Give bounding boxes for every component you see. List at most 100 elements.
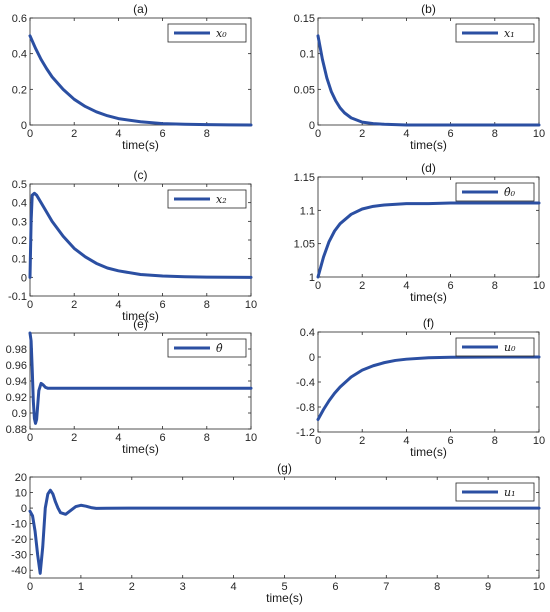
y-tick-label: 1.1 <box>300 205 315 217</box>
x-axis-label: time(s) <box>410 290 447 304</box>
y-tick-label: 0 <box>21 503 27 515</box>
y-tick-label: 1 <box>309 272 315 284</box>
x-axis-label: time(s) <box>410 445 447 459</box>
x-tick-label: 10 <box>245 432 257 444</box>
x-tick-label: 3 <box>180 581 186 593</box>
y-tick-label: 0 <box>309 120 315 132</box>
y-tick-label: -10 <box>11 519 27 531</box>
x-axis-label: time(s) <box>122 309 159 323</box>
x-tick-label: 2 <box>71 432 77 444</box>
y-tick-label: 10 <box>15 488 27 500</box>
x-tick-label: 10 <box>245 299 257 311</box>
x-tick-label: 8 <box>492 128 498 140</box>
y-tick-label: -1.2 <box>296 427 315 439</box>
panel-title: (c) <box>134 168 148 182</box>
x-tick-label: 4 <box>403 128 409 140</box>
axes-frame-a <box>29 17 252 126</box>
x-tick-label: 10 <box>533 581 545 593</box>
y-tick-label: 0.2 <box>12 84 27 96</box>
x-tick-label: 4 <box>115 299 121 311</box>
x-tick-label: 6 <box>448 280 454 292</box>
y-tick-label: 0.4 <box>12 198 27 210</box>
y-tick-label: 0 <box>21 272 27 284</box>
y-tick-label: 0.88 <box>6 424 27 436</box>
y-tick-label: 0.4 <box>12 49 27 61</box>
panel-title: (d) <box>421 161 436 175</box>
panel-d: 0 2 4 6 8 10 1 1.05 1.1 1.15 (d) time(s) θ̂₀ <box>294 161 546 304</box>
y-tick-label: 0.05 <box>294 84 315 96</box>
y-tick-label: 20 <box>15 472 27 484</box>
y-tick-label: -30 <box>11 550 27 562</box>
y-tick-label: 0 <box>21 120 27 132</box>
x-tick-label: 5 <box>281 581 287 593</box>
panel-title: (e) <box>133 317 148 331</box>
axes-frame-d <box>317 176 540 278</box>
x-tick-label: 2 <box>71 299 77 311</box>
series-line-x0 <box>28 34 253 127</box>
x-tick-label: 0 <box>27 581 33 593</box>
panel-c: 0 2 4 6 8 10-0.100.10.20.30.40.5(c)time(s)x₂ <box>8 168 257 323</box>
x-tick-label: 2 <box>359 128 365 140</box>
y-tick-label: 0 <box>309 352 315 364</box>
x-tick-label: 6 <box>160 299 166 311</box>
x-tick-label: 10 <box>533 435 545 447</box>
x-tick-label: 8 <box>434 581 440 593</box>
legend-entry: x₀ <box>216 27 227 40</box>
x-tick-label: 2 <box>129 581 135 593</box>
x-tick-label: 8 <box>492 435 498 447</box>
legend-entry: u₁ <box>504 486 516 499</box>
panel-b: 0 2 4 6 8 10 0 0.05 0.1 0.15 (b) time(s) x₁ <box>294 2 546 152</box>
y-tick-label: 1.15 <box>294 172 315 184</box>
x-tick-label: 8 <box>492 280 498 292</box>
y-tick-label: 0.15 <box>294 13 315 25</box>
x-axis-label: time(s) <box>122 442 159 456</box>
x-tick-label: 4 <box>403 280 409 292</box>
x-tick-label: 4 <box>115 432 121 444</box>
y-tick-label: -0.8 <box>296 402 315 414</box>
x-tick-label: 0 <box>27 128 33 140</box>
x-tick-label: 6 <box>160 128 166 140</box>
x-tick-label: 4 <box>115 128 121 140</box>
series-line-u1 <box>28 488 541 575</box>
y-tick-label: 0.2 <box>12 235 27 247</box>
x-tick-label: 8 <box>204 299 210 311</box>
x-tick-label: 4 <box>231 581 237 593</box>
legend-entry: u₀ <box>504 341 516 354</box>
series-line-x1 <box>316 34 541 127</box>
y-tick-label: 0.9 <box>12 408 27 420</box>
panel-title: (a) <box>133 2 148 16</box>
panel-f: 0 2 4 6 8 10 -1.2 -0.8 -0.4 0 0.4 (f) time(s) u₀ <box>296 316 545 459</box>
x-tick-label: 6 <box>448 128 454 140</box>
y-tick-label: 0.94 <box>6 376 27 388</box>
x-tick-label: 6 <box>448 435 454 447</box>
legend-entry: θ̂ <box>216 342 223 355</box>
x-tick-label: 0 <box>315 128 321 140</box>
x-tick-label: 10 <box>533 280 545 292</box>
x-tick-label: 0 <box>315 435 321 447</box>
x-tick-label: 0 <box>315 280 321 292</box>
x-tick-label: 10 <box>533 128 545 140</box>
x-tick-label: 6 <box>332 581 338 593</box>
series-line-x2 <box>28 191 253 279</box>
x-tick-label: 0 <box>27 432 33 444</box>
y-tick-label: -0.1 <box>8 291 27 303</box>
panel-g: 0 1 2 3 4 5 6 7 8 9 10 -40 -30 -20 -10 0 10 20 (g) time(s) u… <box>11 461 545 605</box>
panel-e: 0 2 4 6 8 10 0.88 0.9 0.92 0.94 0.96 0.98 (e) time(s)… <box>6 317 258 456</box>
x-axis-label: time(s) <box>266 591 303 605</box>
y-tick-label: 1.05 <box>294 239 315 251</box>
x-tick-label: 0 <box>27 299 33 311</box>
x-tick-label: 9 <box>485 581 491 593</box>
legend-entry: θ̂₀ <box>504 186 516 199</box>
x-tick-label: 8 <box>204 128 210 140</box>
x-tick-label: 2 <box>71 128 77 140</box>
x-tick-label: 2 <box>359 435 365 447</box>
panel-a: 0 2 4 6 8 0 0.2 0.4 0.6 (a) time(s) x₀ <box>12 2 253 152</box>
y-tick-label: 0.98 <box>6 344 27 356</box>
y-tick-label: -0.4 <box>296 377 315 389</box>
y-tick-label: 0.3 <box>12 216 27 228</box>
x-tick-label: 4 <box>403 435 409 447</box>
panel-title: (g) <box>277 461 292 475</box>
x-axis-label: time(s) <box>122 138 159 152</box>
y-tick-label: -40 <box>11 565 27 577</box>
